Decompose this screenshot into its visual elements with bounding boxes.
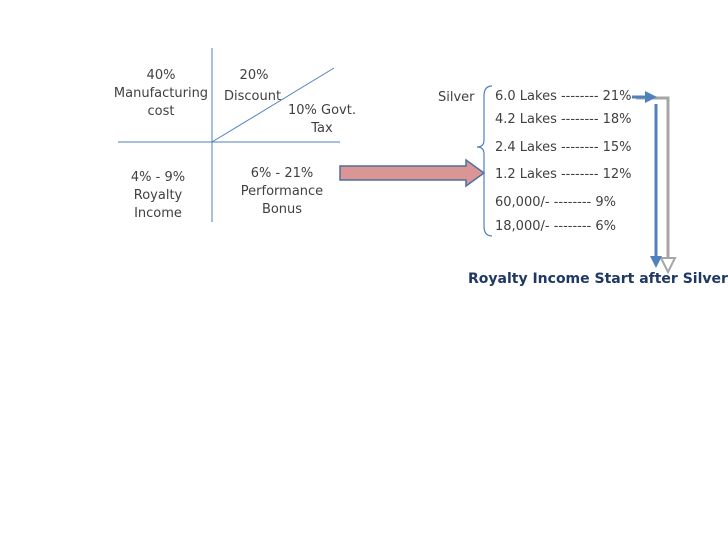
royalty-income-label: 4% - 9% Royalty Income: [118, 169, 198, 223]
level-item: 18,000/- -------- 6%: [495, 219, 616, 234]
discount-label: Discount: [224, 89, 282, 104]
royalty-line1: Royalty: [133, 188, 183, 203]
bonus-line2: Bonus: [261, 202, 303, 217]
bonus-range: 6% - 21%: [250, 166, 314, 181]
discount-pct: 20%: [239, 68, 269, 83]
level-item: 2.4 Lakes -------- 15%: [495, 140, 632, 155]
performance-bonus-label: 6% - 21% Performance Bonus: [234, 165, 330, 219]
right-arrow-icon: [339, 158, 486, 188]
silver-label: Silver: [438, 90, 475, 105]
level-item: 6.0 Lakes -------- 21%: [495, 89, 632, 104]
manufacturing-line1: Manufacturing: [113, 86, 209, 101]
level-item: 4.2 Lakes -------- 18%: [495, 112, 632, 127]
level-item: 60,000/- -------- 9%: [495, 195, 616, 210]
tax-label: 10% Govt. Tax: [282, 102, 362, 138]
blue-arrowhead-down-icon: [650, 256, 662, 268]
bonus-line1: Performance: [240, 184, 324, 199]
royalty-range: 4% - 9%: [130, 170, 186, 185]
tax-line2: Tax: [311, 121, 333, 136]
royalty-line2: Income: [134, 206, 182, 221]
diagonal-divider: [211, 67, 335, 143]
tax-line1: 10% Govt.: [288, 103, 356, 118]
blue-arrowhead-right-icon: [645, 91, 657, 103]
royalty-start-title: Royalty Income Start after Silver: [468, 271, 728, 287]
gray-arrow-icon: [636, 96, 670, 262]
gray-arrowhead-icon: [659, 257, 677, 275]
level-item: 1.2 Lakes -------- 12%: [495, 167, 632, 182]
manufacturing-cost-label: 40% Manufacturing cost: [112, 67, 210, 121]
manufacturing-pct: 40%: [146, 68, 176, 83]
manufacturing-line2: cost: [147, 104, 175, 119]
levels-bracket: [476, 85, 493, 237]
